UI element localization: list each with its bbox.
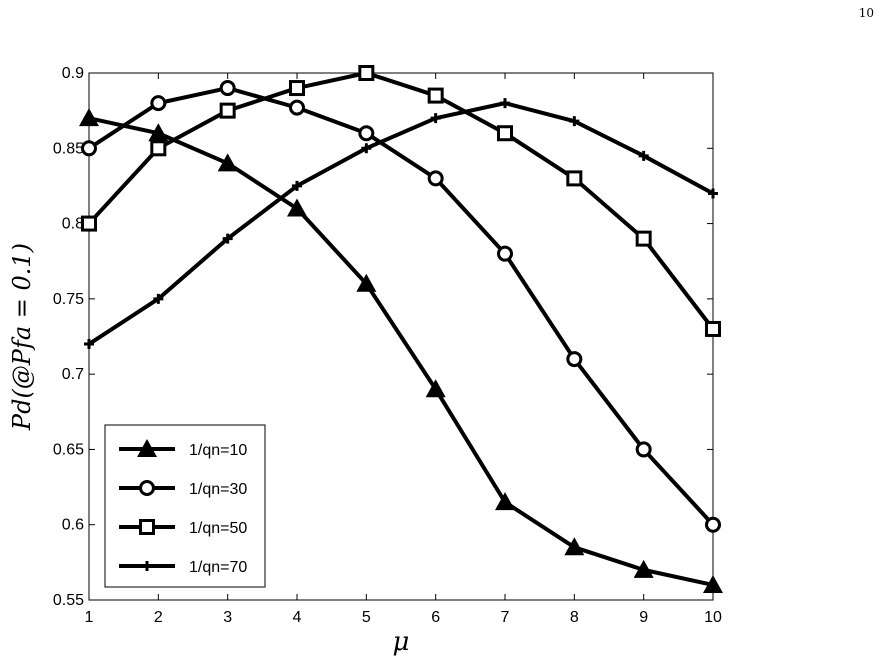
data-point <box>633 559 654 578</box>
data-point <box>358 125 375 142</box>
data-point <box>81 140 97 157</box>
legend-marker <box>142 561 152 571</box>
data-point <box>287 198 307 217</box>
data-point <box>564 537 585 556</box>
data-point <box>217 153 238 172</box>
y-tick-label: 0.7 <box>62 366 84 383</box>
series-line <box>87 71 715 331</box>
data-point <box>84 339 94 350</box>
data-point <box>705 516 721 533</box>
legend-label: 1/qn=50 <box>189 520 247 537</box>
data-point <box>425 379 446 398</box>
x-tick-label: 10 <box>704 609 722 626</box>
data-point <box>358 65 375 81</box>
series-line <box>87 86 715 527</box>
y-tick-label: 0.75 <box>53 291 84 308</box>
data-point <box>566 351 583 368</box>
data-point <box>150 140 167 157</box>
data-point <box>427 170 444 187</box>
data-point <box>569 116 580 127</box>
y-tick-label: 0.6 <box>62 517 84 534</box>
data-point <box>289 80 305 97</box>
x-tick-label: 4 <box>293 609 302 626</box>
x-tick-label: 2 <box>154 609 163 626</box>
y-axis-label: Pd(@Pfa = 0.1) <box>8 243 36 431</box>
data-point <box>703 574 723 593</box>
data-point <box>497 245 513 262</box>
x-axis-label: μ <box>393 627 410 657</box>
x-axis: 1 2 3 4 5 6 7 8 9 10 <box>85 73 722 626</box>
data-point <box>638 150 649 161</box>
data-point <box>500 98 510 109</box>
legend: 1/qn=10 1/qn=30 1/qn=50 1/qn=70 <box>104 424 266 588</box>
data-point <box>705 320 721 337</box>
series-2 <box>81 80 721 533</box>
data-point <box>708 188 718 199</box>
data-point <box>289 99 305 116</box>
x-tick-label: 7 <box>501 609 510 626</box>
legend-entry: 1/qn=70 <box>119 559 247 576</box>
data-point <box>292 180 302 191</box>
x-tick-label: 1 <box>85 609 94 626</box>
y-tick-label: 0.65 <box>53 441 84 458</box>
x-tick-label: 5 <box>362 609 371 626</box>
data-point <box>566 170 583 187</box>
x-tick-label: 6 <box>431 609 440 626</box>
data-point <box>81 215 97 232</box>
data-point <box>430 113 441 124</box>
data-point <box>148 123 169 142</box>
legend-marker <box>139 480 155 496</box>
data-point <box>427 87 444 104</box>
data-point <box>153 293 164 304</box>
legend-box <box>104 424 266 588</box>
data-point <box>361 143 372 154</box>
series-layer <box>79 65 723 593</box>
data-point <box>497 125 513 142</box>
x-tick-label: 8 <box>570 609 579 626</box>
y-tick-label: 0.9 <box>62 65 84 82</box>
legend-marker <box>137 439 157 457</box>
legend-marker <box>139 519 155 535</box>
page-number: 10 <box>858 6 874 20</box>
y-axis: 0.55 0.6 0.65 0.7 0.75 0.8 0.85 0.9 <box>53 65 713 609</box>
data-point <box>219 80 236 97</box>
x-tick-label: 3 <box>223 609 232 626</box>
series-4 <box>84 98 718 350</box>
data-point <box>495 492 515 511</box>
legend-entry: 1/qn=10 <box>119 439 247 459</box>
data-point <box>356 273 377 292</box>
data-point <box>79 108 99 127</box>
data-point <box>635 441 652 458</box>
legend-label: 1/qn=10 <box>189 442 247 459</box>
series-line <box>88 116 714 587</box>
y-tick-label: 0.85 <box>53 140 84 157</box>
y-tick-label: 0.55 <box>53 592 84 609</box>
x-tick-label: 9 <box>639 609 648 626</box>
legend-label: 1/qn=70 <box>189 559 247 576</box>
series-1 <box>79 108 723 593</box>
y-tick-label: 0.8 <box>62 216 84 233</box>
series-line <box>87 101 714 346</box>
data-point <box>222 233 233 244</box>
series-3 <box>81 65 721 337</box>
data-point <box>635 230 652 247</box>
legend-entry: 1/qn=50 <box>119 519 247 537</box>
legend-entry: 1/qn=30 <box>119 480 247 498</box>
data-point <box>150 95 167 112</box>
data-point <box>219 102 236 119</box>
legend-label: 1/qn=30 <box>189 481 247 498</box>
